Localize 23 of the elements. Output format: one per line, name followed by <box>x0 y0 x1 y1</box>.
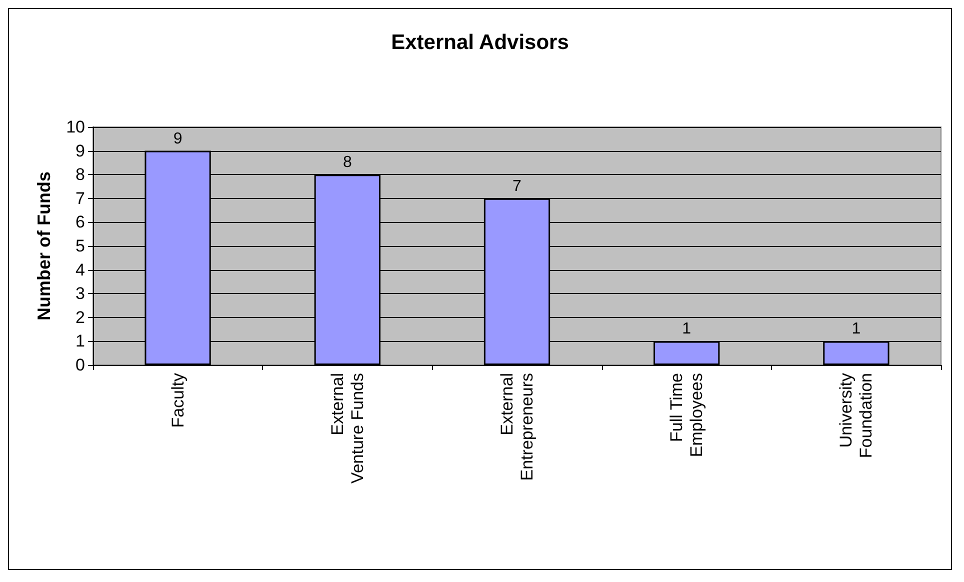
data-label: 9 <box>173 130 182 148</box>
y-tick-label: 9 <box>76 141 85 160</box>
y-tick-label: 10 <box>66 118 85 136</box>
y-tick-label: 7 <box>76 188 85 208</box>
y-tick-label: 3 <box>76 284 85 304</box>
x-tick-label: External Venture Funds <box>328 373 367 484</box>
data-label: 7 <box>512 178 522 195</box>
y-axis-title: Number of Funds <box>34 172 54 320</box>
y-tick-label: 2 <box>76 308 85 327</box>
y-tick-label: 5 <box>76 236 85 256</box>
x-tick-label: Faculty <box>168 372 188 428</box>
y-tick-label: 0 <box>76 356 85 374</box>
x-tick-label: External Entrepreneurs <box>498 373 536 481</box>
y-tick-label: 4 <box>76 260 85 280</box>
data-label: 1 <box>682 320 692 338</box>
data-label: 8 <box>342 154 352 172</box>
y-tick-label: 8 <box>76 165 85 184</box>
y-tick-label: 6 <box>76 212 85 232</box>
data-label: 1 <box>852 320 861 338</box>
x-tick-label: University Foundation <box>836 372 876 458</box>
y-tick-label: 1 <box>76 332 85 351</box>
x-tick-label: Full Time Employees <box>667 373 706 458</box>
chart-title: External Advisors <box>391 31 569 54</box>
